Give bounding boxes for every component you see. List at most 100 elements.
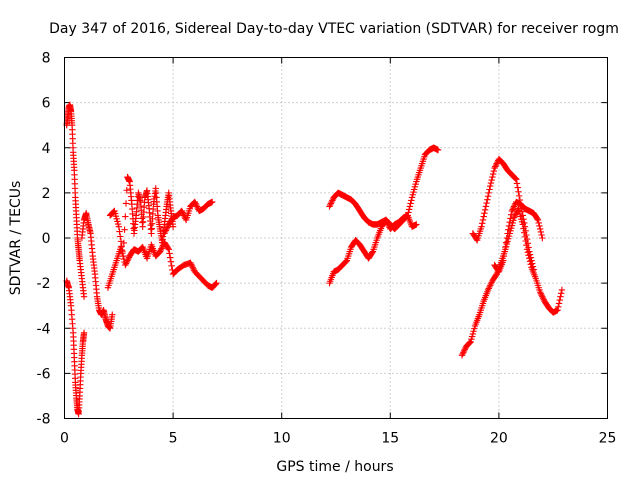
data-point (329, 197, 336, 204)
data-point (504, 230, 511, 237)
data-point (327, 200, 335, 207)
data-point (489, 173, 496, 181)
data-point (500, 257, 507, 264)
data-point (481, 209, 488, 217)
data-point (478, 223, 485, 230)
data-point (327, 201, 334, 209)
data-point (473, 235, 480, 243)
data-point (539, 294, 547, 302)
data-point (522, 227, 529, 235)
data-point (193, 201, 200, 209)
data-point (557, 293, 564, 300)
data-point (554, 307, 561, 314)
x-tick-label: 15 (381, 431, 399, 447)
data-point (524, 240, 532, 247)
data-point (536, 288, 544, 296)
data-point (488, 176, 495, 184)
grid-lines (64, 57, 608, 419)
x-tick-labels: 0 5 10 15 20 25 (60, 431, 616, 447)
chart-title: Day 347 of 2016, Sidereal Day-to-day VTE… (49, 21, 619, 37)
series-sat-h (326, 189, 420, 233)
data-point (188, 262, 196, 270)
data-point (513, 180, 521, 187)
data-point (460, 349, 467, 356)
data-point (556, 296, 563, 304)
data-point (529, 263, 537, 270)
data-point (500, 252, 508, 260)
data-point (342, 258, 349, 266)
data-point (534, 216, 542, 224)
data-point (487, 280, 495, 288)
series-sat-g (326, 144, 442, 287)
data-point (535, 219, 542, 227)
data-point (119, 247, 126, 255)
data-point (461, 346, 469, 353)
data-point (492, 161, 500, 169)
data-point (506, 219, 513, 226)
data-point (460, 347, 468, 355)
data-point (179, 209, 186, 216)
data-point (180, 210, 187, 218)
data-point (484, 196, 491, 203)
y-tick-label: 6 (42, 96, 51, 112)
data-point (123, 187, 130, 194)
x-tick-label: 25 (599, 431, 617, 447)
data-point (538, 291, 545, 299)
data-point (122, 260, 130, 267)
data-point (513, 176, 520, 183)
y-tick-label: -6 (37, 366, 51, 382)
data-point (514, 206, 521, 214)
data-point (466, 340, 473, 347)
y-tick-label: -2 (37, 276, 51, 292)
data-point (511, 212, 519, 220)
data-point (502, 239, 510, 246)
data-point (526, 251, 534, 258)
series-sat-i (458, 205, 566, 359)
data-point (518, 204, 525, 212)
data-point (369, 249, 376, 256)
data-point (530, 266, 537, 273)
data-point (508, 207, 516, 215)
data-point (161, 230, 168, 237)
data-point (117, 233, 124, 240)
data-point (165, 246, 172, 253)
data-point (519, 212, 526, 219)
data-point (117, 243, 125, 251)
data-point (187, 259, 194, 267)
data-point (538, 231, 545, 239)
data-point (178, 207, 185, 215)
data-point (120, 239, 128, 247)
data-point (489, 170, 497, 178)
data-point (125, 255, 132, 263)
data-point (537, 290, 545, 297)
data-point (119, 252, 127, 260)
data-point (485, 285, 492, 292)
data-point (115, 223, 122, 230)
data-point (482, 203, 490, 210)
data-point (167, 254, 174, 261)
data-point (528, 257, 535, 264)
data-point (521, 223, 529, 230)
data-point (479, 216, 487, 224)
data-point (487, 282, 494, 289)
data-point (483, 199, 490, 207)
series-sat-a (63, 277, 88, 418)
data-point (156, 248, 164, 255)
data-point (507, 215, 514, 222)
data-point (481, 206, 489, 213)
data-point (466, 339, 474, 346)
data-point (189, 264, 196, 271)
data-point (525, 244, 532, 251)
data-point (212, 280, 220, 288)
series-sat-k (491, 198, 537, 276)
data-point (211, 281, 219, 288)
data-point (161, 228, 169, 236)
data-point (487, 179, 495, 187)
data-point (515, 192, 523, 200)
data-point (484, 286, 492, 294)
data-point (480, 213, 487, 220)
data-point (459, 350, 466, 358)
series-sat-c (78, 209, 116, 332)
x-axis-label: GPS time / hours (276, 459, 393, 475)
